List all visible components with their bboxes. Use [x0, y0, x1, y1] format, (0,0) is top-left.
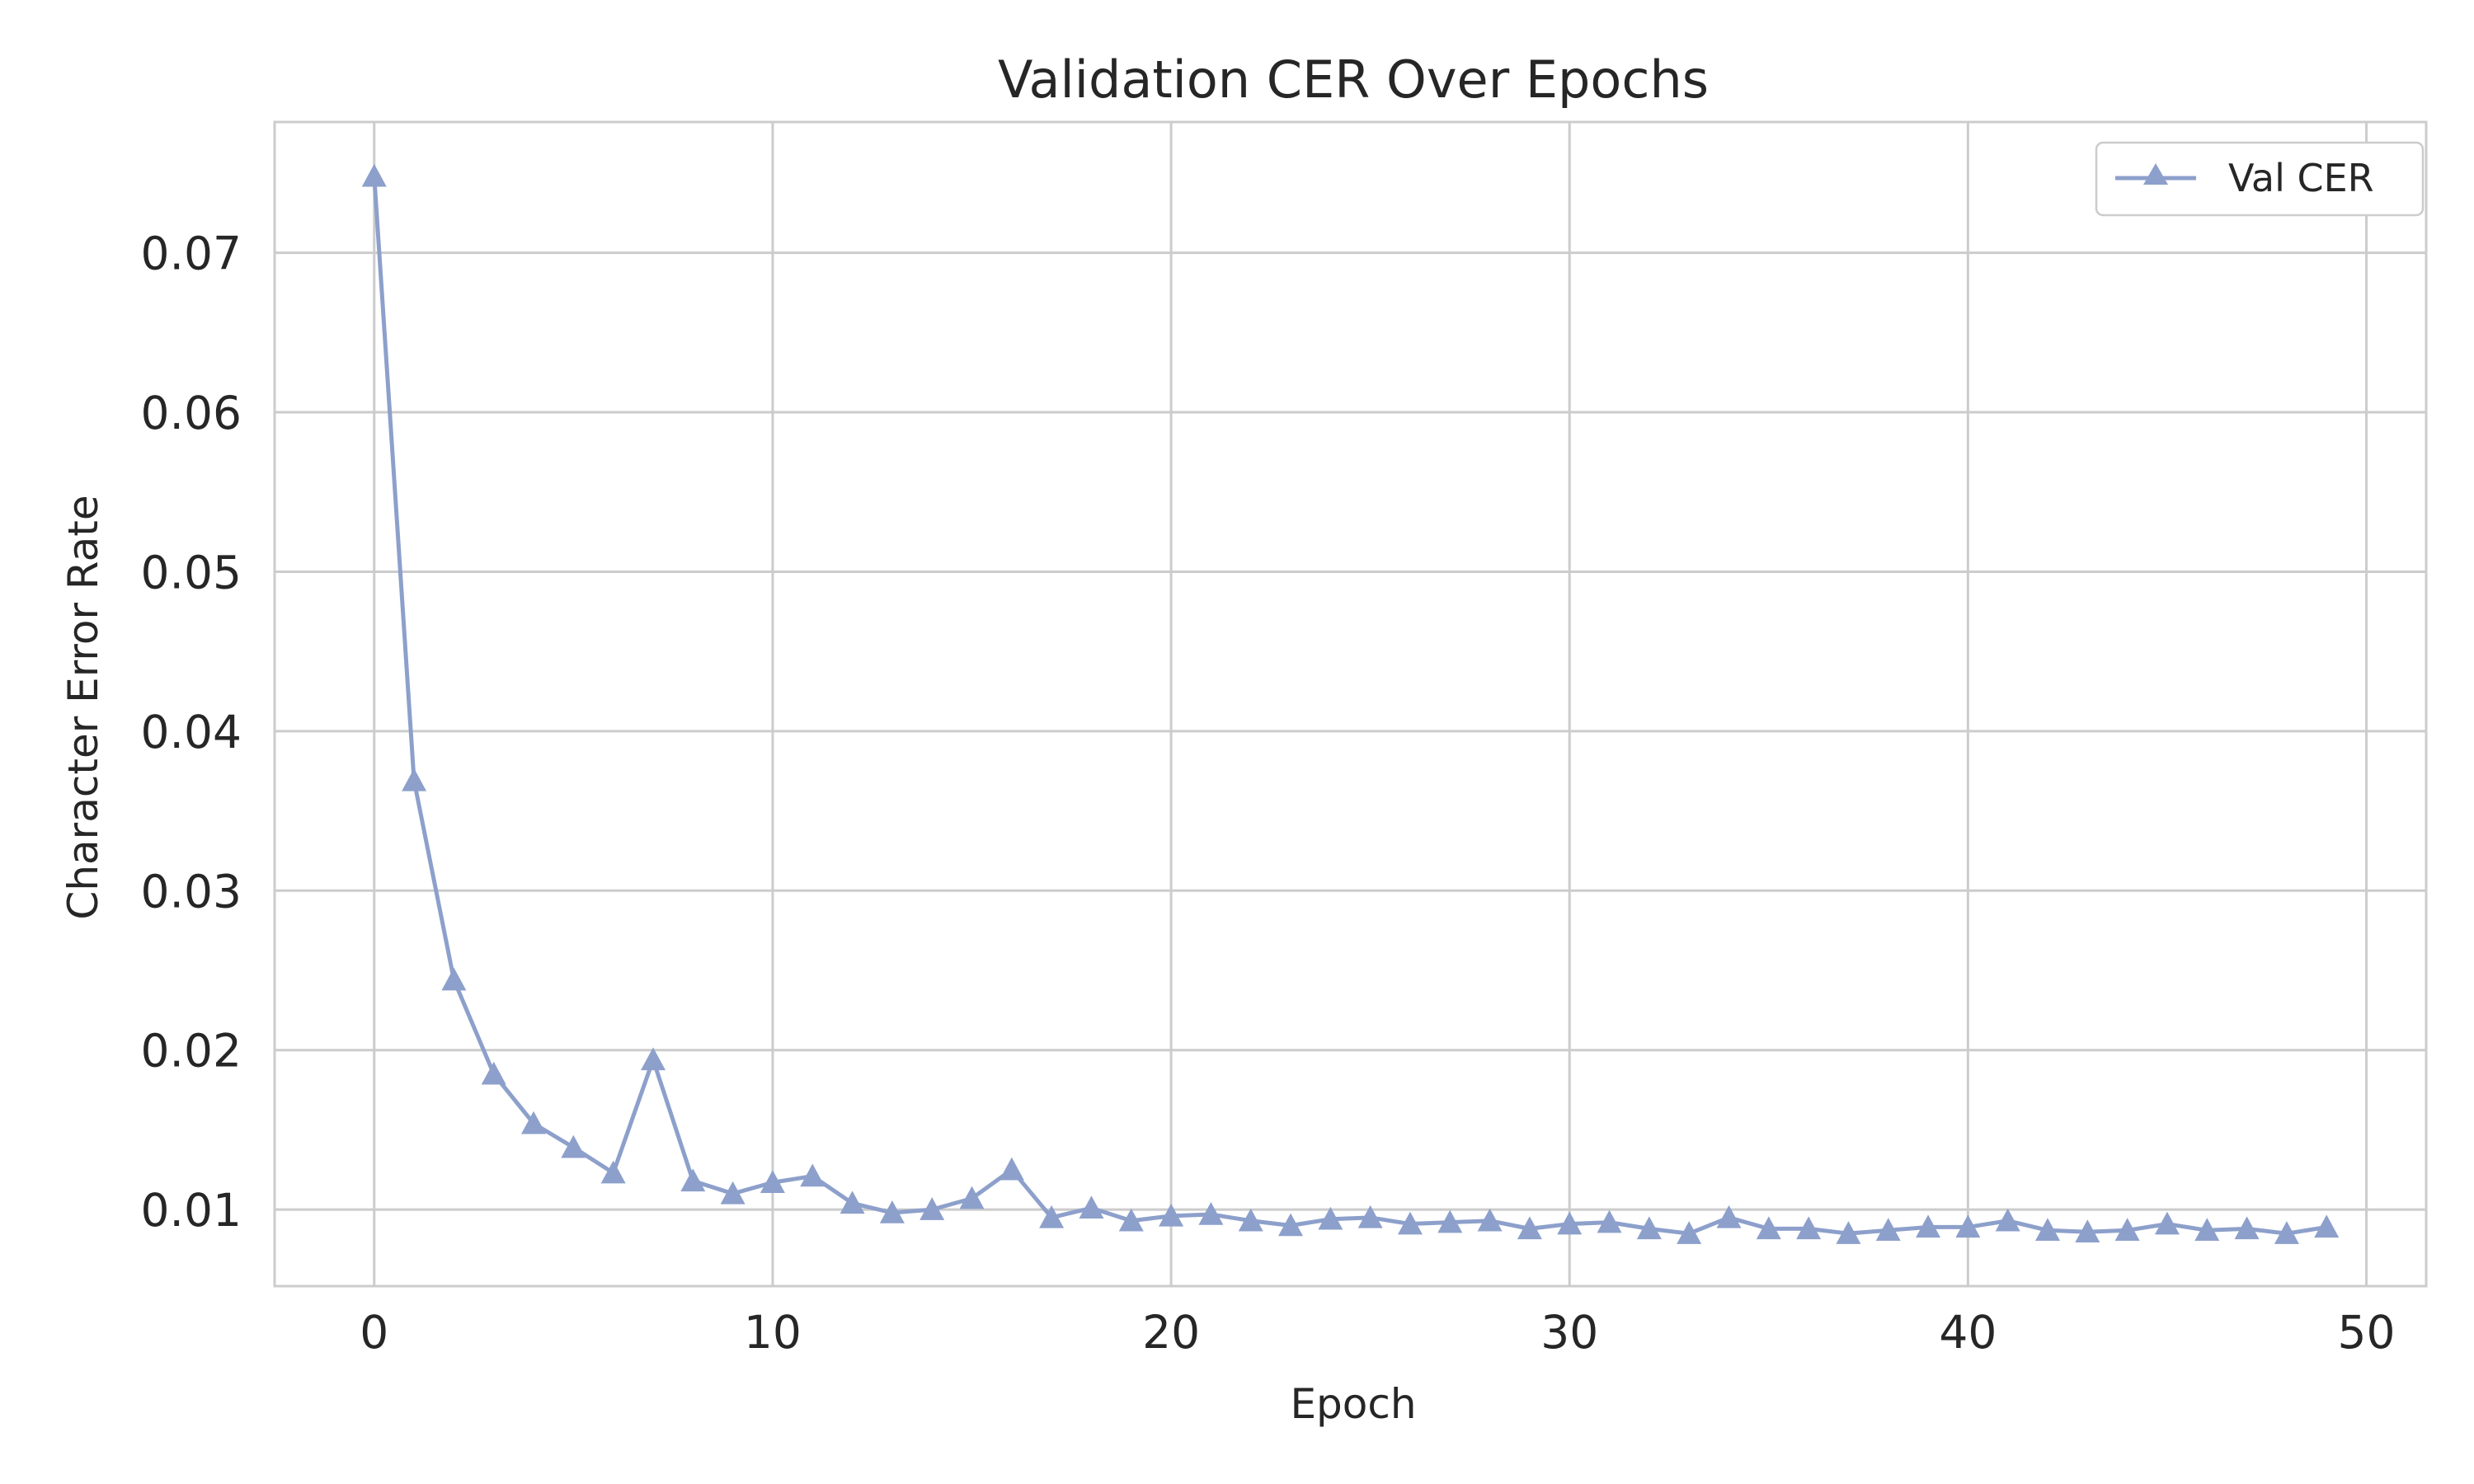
- data-point-marker: [879, 1200, 905, 1223]
- data-point-marker: [1477, 1208, 1503, 1232]
- data-point-marker: [2194, 1218, 2220, 1242]
- legend-box: [2095, 141, 2425, 217]
- data-point-marker: [2154, 1211, 2180, 1235]
- data-point-marker: [1955, 1214, 1981, 1238]
- data-point-marker: [999, 1157, 1024, 1181]
- data-point-marker: [441, 967, 467, 991]
- y-tick-label: 0.04: [141, 706, 242, 758]
- x-tick-label: 30: [1540, 1306, 1598, 1359]
- x-tick-label: 40: [1939, 1306, 1997, 1359]
- data-point-marker: [800, 1163, 825, 1187]
- data-point-marker: [1836, 1221, 1861, 1244]
- data-point-marker: [600, 1160, 626, 1184]
- data-point-marker: [959, 1186, 985, 1209]
- data-point-marker: [2114, 1218, 2140, 1242]
- data-point-marker: [1079, 1195, 1104, 1219]
- data-point-marker: [640, 1047, 666, 1071]
- data-point-marker: [1716, 1205, 1742, 1228]
- data-point-marker: [1397, 1211, 1423, 1235]
- data-point-marker: [1278, 1213, 1304, 1237]
- y-axis-ticks: 0.01 0.02 0.03 0.04 0.05 0.06 0.07: [141, 228, 242, 1237]
- y-tick-label: 0.06: [141, 387, 242, 439]
- data-point-marker: [760, 1170, 785, 1194]
- chart-title: Validation CER Over Epochs: [998, 49, 1709, 110]
- data-point-marker: [2075, 1219, 2100, 1242]
- data-point-marker: [1916, 1214, 1941, 1238]
- grid-lines: [275, 122, 2426, 1286]
- data-point-marker: [1557, 1211, 1583, 1235]
- y-tick-label: 0.05: [141, 546, 242, 599]
- data-point-marker: [1159, 1203, 1184, 1227]
- data-point-marker: [521, 1111, 547, 1134]
- x-tick-label: 0: [360, 1306, 388, 1359]
- x-tick-label: 10: [744, 1306, 802, 1359]
- legend-label-val-cer: Val CER: [2228, 156, 2374, 200]
- data-point-marker: [561, 1134, 586, 1158]
- legend: Val CER: [2095, 141, 2425, 217]
- y-tick-label: 0.03: [141, 865, 242, 918]
- legend-marker-swatch: [2143, 163, 2168, 185]
- data-point-marker: [1636, 1216, 1662, 1240]
- data-point-marker: [1357, 1205, 1383, 1228]
- data-point-marker: [2314, 1214, 2340, 1238]
- data-point-marker: [1875, 1218, 1901, 1242]
- data-point-marker: [2035, 1218, 2061, 1242]
- plot-area-frame: [273, 120, 2428, 1288]
- data-point-marker: [680, 1168, 706, 1192]
- data-point-marker: [1198, 1201, 1224, 1225]
- data-point-marker: [481, 1061, 506, 1085]
- x-axis-title: Epoch: [1290, 1380, 1416, 1428]
- data-point-marker: [1597, 1209, 1622, 1233]
- x-tick-label: 50: [2338, 1306, 2396, 1359]
- data-point-marker: [920, 1197, 945, 1220]
- data-point-marker: [1756, 1216, 1781, 1240]
- data-point-marker: [2234, 1216, 2260, 1240]
- data-point-marker: [1796, 1216, 1822, 1240]
- data-point-marker: [1318, 1206, 1343, 1230]
- x-tick-label: 20: [1142, 1306, 1200, 1359]
- data-point-marker: [1517, 1216, 1542, 1240]
- data-point-marker: [840, 1190, 865, 1214]
- y-axis-title: Character Error Rate: [59, 495, 107, 919]
- data-point-marker: [1677, 1221, 1702, 1244]
- y-tick-label: 0.02: [141, 1025, 242, 1078]
- data-point-marker: [1437, 1209, 1463, 1233]
- y-tick-label: 0.07: [141, 228, 242, 280]
- data-point-marker: [361, 163, 387, 187]
- data-point-marker: [1118, 1208, 1144, 1232]
- y-tick-label: 0.01: [141, 1184, 242, 1237]
- x-axis-ticks: 0 10 20 30 40 50: [360, 1306, 2395, 1359]
- data-point-marker: [2274, 1221, 2299, 1244]
- data-point-marker: [1238, 1208, 1263, 1232]
- data-point-marker: [1995, 1208, 2020, 1232]
- data-point-marker: [720, 1181, 745, 1205]
- data-point-marker: [402, 768, 427, 791]
- series-layer: [361, 163, 2340, 1244]
- data-point-marker: [1039, 1205, 1065, 1228]
